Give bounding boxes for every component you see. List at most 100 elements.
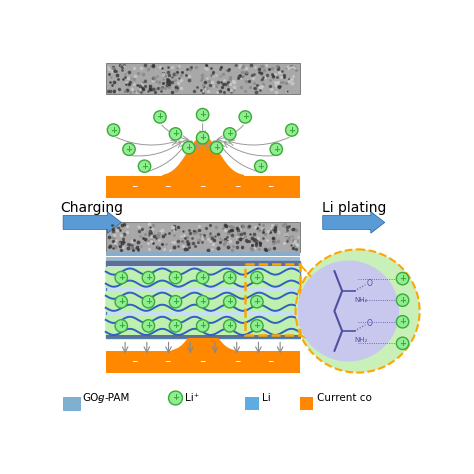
Point [236, 225, 243, 233]
Point [259, 226, 267, 233]
Point [131, 236, 138, 244]
Point [252, 239, 260, 247]
Point [275, 68, 283, 76]
Point [134, 246, 142, 254]
Text: +: + [199, 321, 206, 330]
Point [250, 70, 258, 78]
Text: +: + [118, 321, 125, 330]
Point [288, 225, 296, 232]
Point [270, 244, 278, 252]
Text: Charging: Charging [60, 201, 123, 215]
Point [265, 65, 273, 73]
Point [259, 80, 266, 87]
Point [191, 242, 199, 250]
Point [269, 72, 276, 79]
Point [210, 72, 217, 80]
Point [222, 80, 230, 88]
Text: −: − [267, 357, 273, 366]
Point [189, 234, 196, 242]
Point [110, 79, 118, 86]
Point [128, 243, 135, 251]
Point [236, 62, 244, 69]
Text: +: + [273, 145, 280, 154]
Point [270, 237, 277, 245]
Point [204, 246, 211, 254]
Point [120, 230, 128, 238]
Point [275, 83, 283, 91]
Point [241, 87, 249, 94]
Point [266, 228, 273, 236]
Text: +: + [156, 112, 164, 121]
Point [250, 237, 257, 244]
Point [250, 244, 257, 251]
Point [225, 227, 233, 235]
Point [266, 76, 273, 84]
Point [128, 241, 136, 249]
Point [234, 74, 242, 82]
Text: +: + [399, 339, 406, 348]
Point [165, 83, 173, 91]
Point [131, 73, 139, 80]
Point [121, 70, 129, 77]
Point [286, 234, 293, 241]
Point [139, 85, 146, 92]
Point [237, 74, 245, 82]
Point [115, 225, 122, 232]
Text: -PAM: -PAM [104, 393, 129, 403]
Point [121, 73, 129, 81]
Point [109, 235, 117, 242]
Point [247, 245, 255, 252]
Point [278, 78, 285, 86]
Point [218, 79, 225, 86]
Point [289, 237, 297, 244]
Point [123, 228, 131, 236]
Point [274, 78, 282, 86]
Point [233, 224, 241, 232]
Point [164, 64, 172, 71]
Point [128, 86, 135, 93]
Point [135, 245, 142, 253]
Point [145, 65, 152, 73]
Circle shape [224, 272, 236, 284]
Point [294, 233, 301, 240]
Point [251, 84, 258, 92]
Point [201, 85, 209, 92]
Point [150, 85, 157, 93]
Point [220, 88, 228, 96]
Text: −: − [200, 182, 206, 191]
FancyBboxPatch shape [245, 397, 259, 410]
FancyBboxPatch shape [106, 351, 300, 373]
Point [193, 83, 201, 91]
Point [185, 73, 192, 80]
Point [220, 240, 228, 248]
Point [258, 224, 265, 232]
Point [255, 68, 263, 75]
Point [271, 225, 279, 232]
Point [108, 68, 116, 75]
Text: −: − [234, 182, 241, 191]
Point [108, 221, 115, 228]
FancyBboxPatch shape [63, 397, 80, 410]
Circle shape [396, 273, 409, 285]
Point [166, 78, 174, 86]
Point [148, 232, 155, 240]
Point [110, 87, 118, 95]
Point [293, 240, 301, 248]
Point [141, 82, 148, 90]
Point [291, 241, 299, 249]
Point [259, 62, 267, 70]
Point [150, 74, 158, 82]
Point [266, 82, 273, 90]
Point [108, 233, 116, 240]
Point [121, 221, 128, 229]
Circle shape [169, 272, 182, 284]
Point [271, 71, 278, 78]
Point [228, 231, 235, 238]
Point [197, 86, 204, 93]
Point [271, 223, 278, 231]
Point [243, 70, 250, 77]
Point [207, 232, 214, 239]
Point [258, 82, 265, 90]
Point [244, 224, 252, 231]
Point [279, 221, 287, 229]
